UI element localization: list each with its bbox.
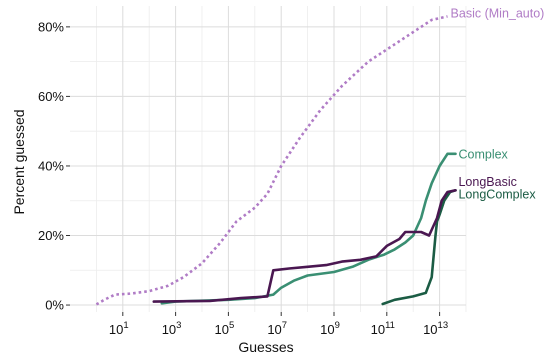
series-label-longbasic: LongBasic — [458, 175, 516, 189]
x-tick-base: 10 — [371, 322, 385, 337]
x-tick-exponent: 1 — [123, 320, 128, 331]
x-tick-exponent: 11 — [385, 320, 395, 331]
series-layer — [95, 15, 457, 306]
x-tick-label: 101 — [109, 320, 129, 337]
x-tick-label: 107 — [267, 320, 287, 337]
x-tick-exponent: 3 — [176, 320, 181, 331]
x-tick-base: 10 — [423, 322, 437, 337]
y-tick-label: 80% — [38, 19, 64, 34]
series-line-longcomplex — [381, 189, 457, 306]
x-tick-label: 109 — [320, 320, 340, 337]
x-tick-base: 10 — [215, 322, 229, 337]
x-tick-label: 1011 — [371, 320, 395, 337]
x-tick-base: 10 — [162, 322, 176, 337]
x-tick-base: 10 — [267, 322, 281, 337]
x-tick-exponent: 13 — [438, 320, 449, 331]
y-tick-label: 20% — [38, 228, 64, 243]
x-tick-base: 10 — [109, 322, 123, 337]
grid — [70, 6, 467, 312]
series-label-complex: Complex — [458, 147, 508, 161]
x-tick-label: 103 — [162, 320, 182, 337]
x-tick-exponent: 5 — [229, 320, 234, 331]
x-tick-base: 10 — [320, 322, 334, 337]
series-line-longbasic — [152, 189, 457, 303]
x-axis: 101 103 105 107 109 1011 1013 — [109, 312, 448, 337]
series-label-basic-min-auto: Basic (Min_auto) — [451, 6, 545, 20]
x-axis-title: Guesses — [238, 339, 293, 355]
series-line-complex — [160, 152, 457, 305]
series-label-longcomplex: LongComplex — [458, 187, 536, 201]
y-tick-label: 0% — [45, 298, 64, 313]
y-tick-label: 60% — [38, 89, 64, 104]
x-tick-label: 105 — [215, 320, 235, 337]
y-axis-title: Percent guessed — [11, 109, 27, 214]
x-tick-exponent: 9 — [335, 320, 340, 331]
y-axis: 0% 20% 40% 60% 80% — [38, 19, 70, 313]
x-tick-label: 1013 — [423, 320, 448, 337]
y-tick-label: 40% — [38, 158, 64, 173]
series-labels: Basic (Min_auto) Complex LongBasicLongComp… — [451, 6, 545, 201]
x-tick-exponent: 7 — [282, 320, 287, 331]
